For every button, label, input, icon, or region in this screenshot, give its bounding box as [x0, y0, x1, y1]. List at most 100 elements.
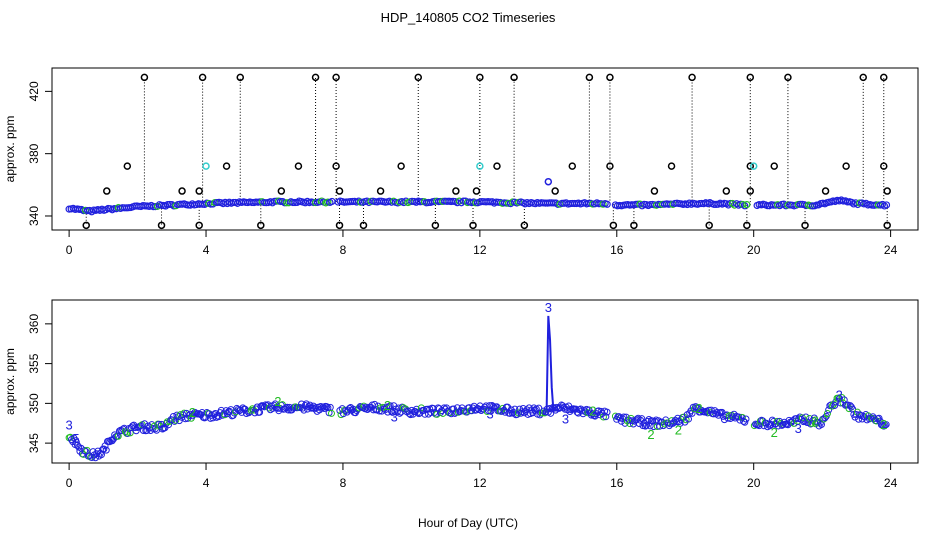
outlier-point	[469, 221, 477, 230]
data-point	[694, 404, 702, 412]
point-label: 2	[589, 403, 596, 418]
data-point	[126, 429, 134, 437]
outlier-point	[195, 221, 203, 230]
outlier-point	[178, 187, 186, 195]
data-point	[547, 409, 555, 417]
data-point	[531, 406, 539, 414]
outlier-point	[332, 162, 340, 170]
point-label: 3	[65, 418, 72, 433]
y-tick-label: 355	[27, 353, 41, 373]
data-point	[217, 406, 225, 414]
plot-frame	[51, 67, 919, 231]
outlier-point	[332, 73, 340, 82]
data-point	[823, 410, 831, 418]
outlier-point	[609, 221, 618, 230]
outlier-point	[198, 73, 207, 82]
data-point	[94, 447, 102, 455]
data-point	[81, 447, 89, 455]
outlier-point	[784, 73, 792, 82]
chart-title: HDP_140805 CO2 Timeseries	[381, 10, 556, 25]
data-point	[846, 402, 854, 410]
data-point	[131, 424, 139, 432]
highlight-point	[202, 162, 210, 170]
outlier-point	[650, 187, 659, 195]
data-point	[847, 198, 856, 206]
data-point	[488, 401, 496, 409]
outlier-point	[335, 221, 344, 230]
data-point	[108, 437, 116, 445]
y-tick-label: 380	[27, 143, 41, 163]
x-tick-label: 20	[747, 243, 761, 257]
outlier-point	[842, 162, 850, 170]
data-point	[172, 416, 180, 424]
point-label: 3	[545, 300, 552, 315]
point-label: 2	[189, 405, 196, 420]
outlier-point	[520, 221, 529, 230]
data-point	[510, 408, 518, 416]
data-point	[441, 405, 449, 413]
outlier-point	[722, 187, 731, 195]
point-label: 3	[795, 421, 802, 436]
data-point	[328, 197, 336, 206]
data-point	[251, 409, 259, 417]
outlier-point	[743, 221, 751, 230]
data-point	[603, 200, 611, 208]
outlier-point	[236, 73, 245, 82]
outlier-point	[359, 221, 368, 230]
data-point	[676, 419, 684, 427]
x-tick-label: 12	[473, 476, 487, 490]
x-tick-label: 0	[66, 476, 73, 490]
outlier-point	[880, 73, 888, 82]
data-point	[183, 409, 191, 417]
y-axis-label: approx. ppm	[3, 116, 17, 183]
data-point	[743, 201, 751, 209]
outlier-point	[311, 73, 320, 82]
outlier-point	[431, 221, 440, 230]
point-label: 2	[675, 422, 682, 437]
y-tick-label: 345	[27, 433, 41, 453]
outlier-point	[746, 73, 755, 82]
y-tick-label: 360	[27, 314, 41, 334]
data-point	[560, 403, 568, 411]
data-point	[114, 432, 122, 440]
data-point	[298, 400, 306, 408]
data-point	[707, 406, 715, 414]
data-point	[102, 446, 110, 454]
outlier-point	[688, 73, 696, 82]
outlier-point	[277, 187, 286, 195]
data-point	[864, 412, 872, 420]
data-point	[139, 427, 147, 435]
point-label: 2	[274, 394, 281, 409]
outlier-point	[222, 162, 231, 170]
data-point	[862, 199, 870, 207]
x-axis-label: Hour of Day (UTC)	[418, 516, 518, 530]
data-point	[300, 406, 308, 414]
point-label: 5	[72, 431, 79, 446]
data-point	[171, 417, 179, 425]
outlier-point	[103, 187, 111, 195]
point-label: 3	[487, 406, 494, 421]
x-tick-label: 16	[610, 476, 624, 490]
data-point	[742, 415, 750, 423]
outlier-point	[257, 221, 265, 230]
data-point	[587, 411, 595, 419]
data-point	[603, 408, 611, 416]
data-point	[831, 401, 839, 409]
data-point	[97, 451, 105, 459]
outlier-point	[630, 221, 638, 230]
data-point	[759, 417, 767, 425]
data-point	[735, 413, 743, 421]
outlier-point	[157, 221, 166, 230]
data-point	[88, 208, 96, 216]
data-point	[89, 448, 97, 456]
y-tick-label: 340	[27, 206, 41, 226]
outlier-point	[414, 73, 423, 82]
outlier-point	[195, 187, 203, 195]
highlight-point	[544, 177, 553, 186]
point-label: 2	[880, 417, 887, 432]
outlier-point	[880, 162, 888, 170]
point-label: 2	[647, 427, 654, 442]
outlier-point	[294, 162, 303, 170]
